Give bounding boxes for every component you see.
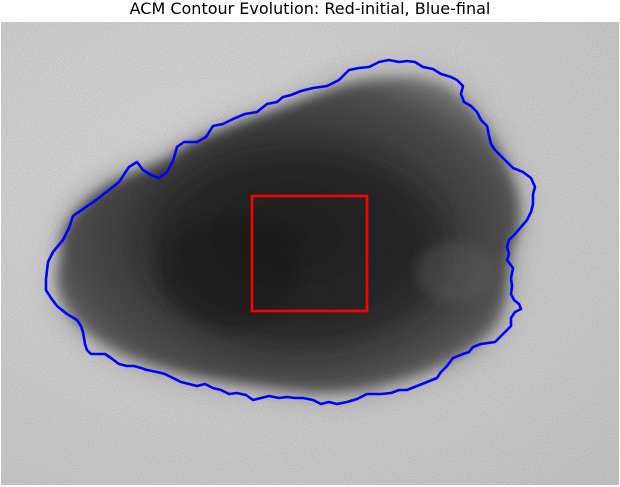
lesion-image — [1, 22, 619, 485]
figure-title: ACM Contour Evolution: Red-initial, Blue… — [129, 0, 491, 18]
image-grain — [1, 22, 619, 485]
final-contour — [44, 58, 537, 406]
initial-contour — [250, 194, 369, 313]
lesion-image-panel — [1, 22, 619, 485]
